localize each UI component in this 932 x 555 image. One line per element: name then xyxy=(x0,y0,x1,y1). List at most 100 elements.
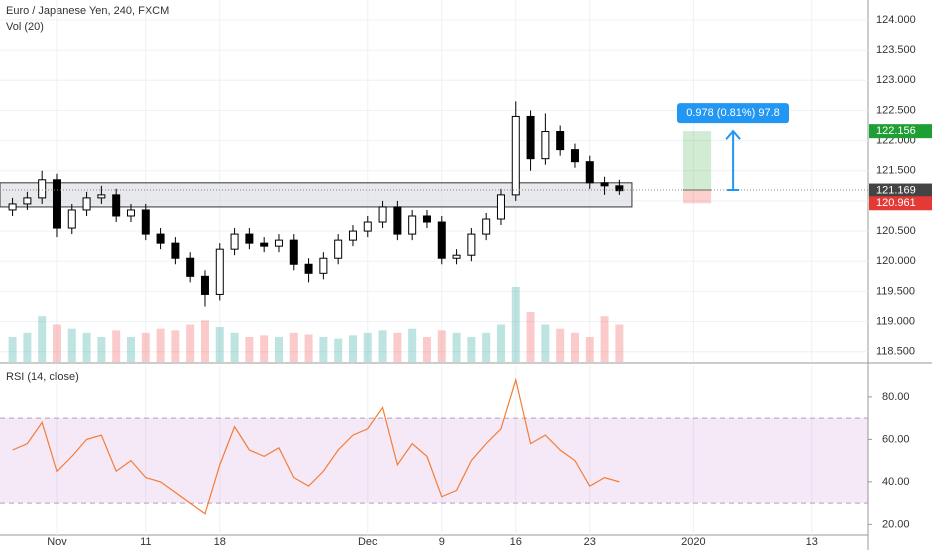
y-tick-label: 122.500 xyxy=(876,104,916,116)
price-tag-label: 121.169 xyxy=(876,185,916,197)
candle-body xyxy=(393,206,402,235)
volume-bar xyxy=(156,328,165,362)
candle-body xyxy=(526,115,535,160)
price-tag xyxy=(869,124,932,139)
y-tick-label: 123.000 xyxy=(876,74,916,86)
candle-body xyxy=(97,194,106,199)
volume-bar xyxy=(437,330,446,362)
rsi-band xyxy=(0,418,868,504)
candle-body xyxy=(274,239,283,247)
volume-bar xyxy=(452,332,461,362)
rsi-line xyxy=(12,377,620,515)
y-tick-label: 119.500 xyxy=(876,285,915,297)
candle-body xyxy=(171,242,180,259)
y-tick-label: 121.500 xyxy=(876,165,916,177)
rsi-tick-label: 80.00 xyxy=(882,391,910,403)
candle-body xyxy=(260,242,269,247)
candle-body xyxy=(319,257,328,274)
volume-bar xyxy=(482,332,491,362)
x-tick-label: Dec xyxy=(358,536,378,548)
volume-bar xyxy=(511,287,520,362)
volume-bar xyxy=(52,324,61,362)
candle-body xyxy=(230,233,239,250)
volume-bar xyxy=(23,332,32,362)
volume-bar xyxy=(393,332,402,362)
price-tag-label: 120.961 xyxy=(876,197,916,209)
candle-body xyxy=(304,263,313,274)
volume-bar xyxy=(82,332,91,362)
rsi-tick-label: 20.00 xyxy=(882,518,910,530)
candle-body xyxy=(600,182,609,187)
volume-bar xyxy=(171,330,180,362)
volume-bar xyxy=(126,337,135,362)
candle-body xyxy=(437,221,446,259)
volume-bar xyxy=(260,335,269,362)
arrow-head xyxy=(725,129,741,140)
volume-bar xyxy=(570,332,579,362)
candle-body xyxy=(363,221,372,232)
volume-bar xyxy=(496,324,505,362)
volume-bar xyxy=(378,330,387,362)
y-tick-label: 124.000 xyxy=(876,14,916,26)
candle-body xyxy=(452,254,461,259)
volume-bar xyxy=(304,334,313,362)
candle-body xyxy=(23,197,32,205)
candle-body xyxy=(200,275,209,295)
candle-body xyxy=(334,239,343,259)
x-tick-label: Nov xyxy=(47,536,67,548)
stop-zone xyxy=(683,189,712,204)
candle-body xyxy=(82,197,91,211)
candle-body xyxy=(156,233,165,244)
candle-body xyxy=(556,131,565,151)
candle-body xyxy=(112,194,121,217)
candle-body xyxy=(541,131,550,160)
volume-bar xyxy=(186,324,195,362)
y-tick-label: 120.000 xyxy=(876,255,916,267)
candle-body xyxy=(215,248,224,295)
volume-bar xyxy=(334,338,343,362)
candle-body xyxy=(585,161,594,184)
volume-bar xyxy=(422,337,431,362)
volume-bar xyxy=(467,337,476,362)
candle-body xyxy=(52,179,61,229)
y-tick-label: 120.500 xyxy=(876,225,916,237)
x-tick-label: 23 xyxy=(584,536,596,548)
volume-bar xyxy=(585,337,594,362)
volume-bar xyxy=(200,320,209,362)
volume-bar xyxy=(600,316,609,362)
volume-bar xyxy=(274,337,283,362)
volume-bar xyxy=(215,327,224,362)
rsi-title: RSI (14, close) xyxy=(6,371,79,383)
candle-body xyxy=(378,206,387,223)
volume-bar xyxy=(526,312,535,362)
volume-title: Vol (20) xyxy=(6,21,44,33)
candle-body xyxy=(615,185,624,192)
candle-body xyxy=(38,179,47,199)
candle-body xyxy=(408,215,417,235)
candle-body xyxy=(422,215,431,223)
rsi-tick-label: 40.00 xyxy=(882,476,910,488)
candle-body xyxy=(570,149,579,163)
volume-bar xyxy=(112,330,121,362)
volume-bar xyxy=(408,328,417,362)
candle-body xyxy=(126,209,135,217)
volume-bar xyxy=(363,332,372,362)
candle-body xyxy=(289,239,298,265)
candle-body xyxy=(348,230,357,241)
volume-bar xyxy=(97,337,106,362)
volume-bar xyxy=(67,328,76,362)
x-tick-label: 2020 xyxy=(681,536,705,548)
candle-body xyxy=(511,115,520,196)
y-tick-label: 123.500 xyxy=(876,44,916,56)
y-tick-label: 119.000 xyxy=(876,315,915,327)
candle-body xyxy=(467,233,476,256)
volume-bar xyxy=(541,324,550,362)
x-tick-label: 16 xyxy=(510,536,522,548)
volume-bar xyxy=(319,337,328,362)
x-tick-label: 13 xyxy=(806,536,818,548)
candle-body xyxy=(482,218,491,235)
price-tag xyxy=(869,196,932,211)
candle-body xyxy=(496,194,505,220)
target-zone xyxy=(683,131,712,190)
volume-bar xyxy=(8,337,17,362)
